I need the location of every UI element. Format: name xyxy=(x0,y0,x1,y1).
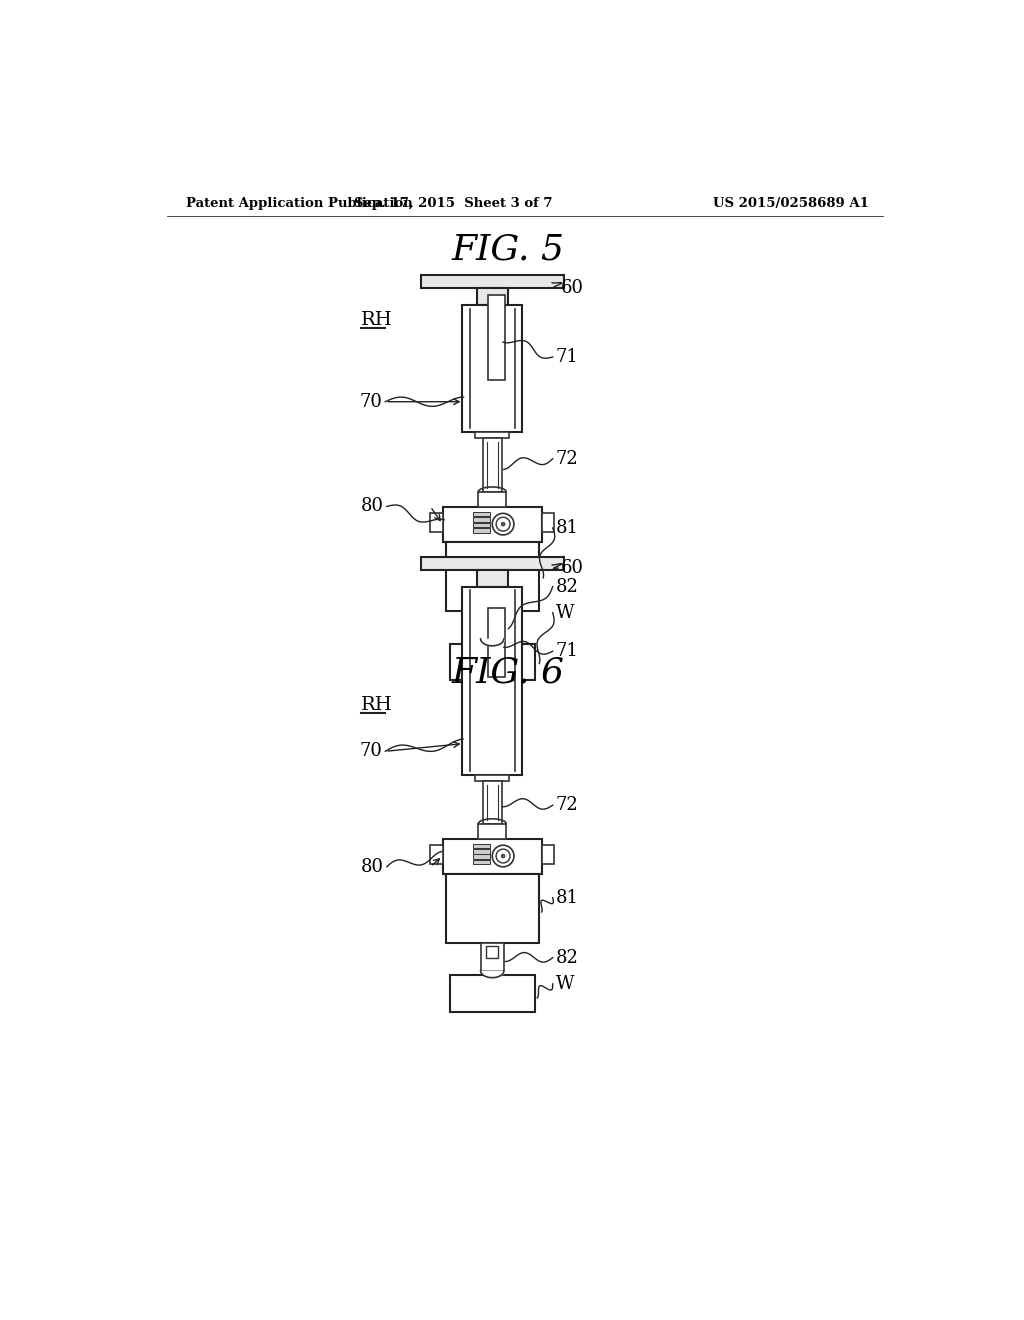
Text: 81: 81 xyxy=(556,519,579,537)
Bar xyxy=(450,975,535,1012)
Bar xyxy=(486,614,499,627)
Bar xyxy=(473,849,489,854)
Bar xyxy=(483,781,502,824)
Text: W: W xyxy=(556,975,574,993)
Text: 82: 82 xyxy=(556,578,579,595)
Bar xyxy=(473,517,489,521)
Circle shape xyxy=(501,523,505,527)
Bar xyxy=(442,840,542,874)
Circle shape xyxy=(493,513,514,535)
Text: 71: 71 xyxy=(556,643,579,660)
Text: RH: RH xyxy=(360,312,392,329)
Bar xyxy=(486,946,499,958)
Bar xyxy=(487,296,505,380)
Bar xyxy=(487,609,505,677)
Text: W: W xyxy=(556,603,574,622)
Bar xyxy=(450,644,535,681)
Text: 72: 72 xyxy=(556,796,579,814)
Text: 80: 80 xyxy=(360,858,384,875)
Bar xyxy=(542,513,554,532)
Text: RH: RH xyxy=(360,696,392,714)
Text: 80: 80 xyxy=(360,498,384,515)
Bar xyxy=(445,874,539,942)
Bar xyxy=(473,859,489,865)
Text: US 2015/0258689 A1: US 2015/0258689 A1 xyxy=(713,197,869,210)
Bar xyxy=(430,845,442,863)
Bar xyxy=(421,557,564,570)
Bar xyxy=(421,276,564,288)
Circle shape xyxy=(501,854,505,858)
Bar xyxy=(473,854,489,859)
Bar xyxy=(478,492,506,507)
Text: 81: 81 xyxy=(556,888,579,907)
Text: Patent Application Publication: Patent Application Publication xyxy=(186,197,413,210)
Text: 82: 82 xyxy=(556,949,579,966)
Bar xyxy=(445,543,539,611)
Text: 71: 71 xyxy=(556,348,579,366)
Text: 70: 70 xyxy=(359,393,382,411)
Text: 70: 70 xyxy=(359,742,382,760)
Circle shape xyxy=(493,845,514,867)
Bar xyxy=(477,288,508,305)
Bar xyxy=(480,611,504,639)
Bar xyxy=(462,305,522,432)
Text: FIG. 5: FIG. 5 xyxy=(452,232,564,267)
Bar xyxy=(477,570,508,586)
Bar xyxy=(475,775,509,781)
Bar xyxy=(473,512,489,516)
Bar xyxy=(478,824,506,840)
Text: 60: 60 xyxy=(561,560,585,577)
Bar xyxy=(473,528,489,533)
Text: 60: 60 xyxy=(561,279,585,297)
Text: 72: 72 xyxy=(556,450,579,467)
Text: Sep. 17, 2015  Sheet 3 of 7: Sep. 17, 2015 Sheet 3 of 7 xyxy=(354,197,553,210)
Circle shape xyxy=(496,517,510,531)
Bar xyxy=(542,845,554,863)
Bar xyxy=(462,586,522,775)
Text: FIG. 6: FIG. 6 xyxy=(452,656,564,690)
Bar xyxy=(473,523,489,527)
Bar xyxy=(480,942,504,970)
Bar xyxy=(483,438,502,492)
Bar xyxy=(442,507,542,543)
Bar xyxy=(475,432,509,438)
Circle shape xyxy=(496,849,510,863)
Bar xyxy=(430,513,442,532)
Bar xyxy=(473,843,489,849)
